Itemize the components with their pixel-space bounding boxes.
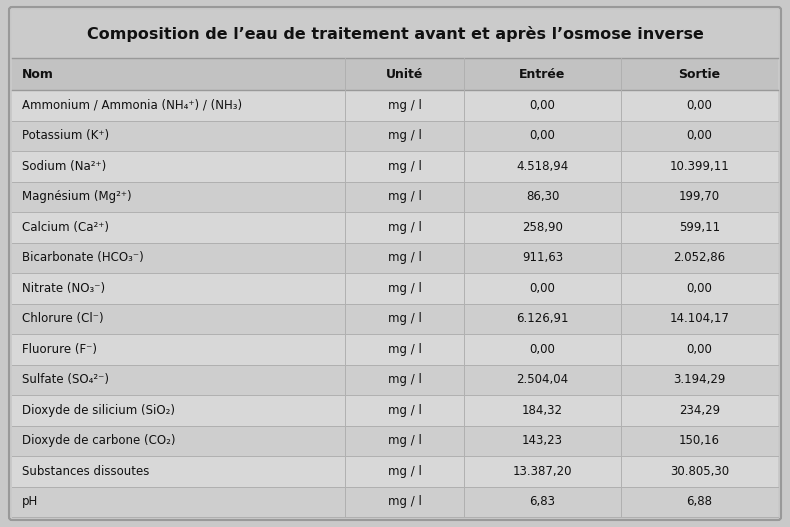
Text: Nitrate (NO₃⁻): Nitrate (NO₃⁻): [22, 282, 105, 295]
Bar: [12, 181, 778, 212]
Text: 6,83: 6,83: [529, 495, 555, 508]
Text: Sortie: Sortie: [679, 67, 720, 81]
Text: Chlorure (Cl⁻): Chlorure (Cl⁻): [22, 313, 103, 325]
Text: 0,00: 0,00: [529, 99, 555, 112]
Text: mg / l: mg / l: [388, 221, 422, 234]
Text: 184,32: 184,32: [522, 404, 563, 417]
Bar: [12, 151, 778, 181]
Text: 0,00: 0,00: [529, 129, 555, 142]
Text: 199,70: 199,70: [679, 190, 720, 203]
Text: 2.052,86: 2.052,86: [673, 251, 725, 264]
Text: 0,00: 0,00: [687, 282, 713, 295]
Text: 0,00: 0,00: [687, 99, 713, 112]
Text: 911,63: 911,63: [522, 251, 563, 264]
FancyBboxPatch shape: [9, 7, 781, 520]
Text: 143,23: 143,23: [522, 434, 563, 447]
Text: Composition de l’eau de traitement avant et après l’osmose inverse: Composition de l’eau de traitement avant…: [87, 26, 703, 42]
Bar: [12, 395, 778, 425]
Text: 0,00: 0,00: [687, 129, 713, 142]
Text: mg / l: mg / l: [388, 434, 422, 447]
Text: Entrée: Entrée: [519, 67, 566, 81]
Text: mg / l: mg / l: [388, 160, 422, 173]
Text: 30.805,30: 30.805,30: [670, 465, 729, 478]
Bar: [12, 425, 778, 456]
Text: 0,00: 0,00: [687, 343, 713, 356]
Bar: [12, 58, 778, 90]
Text: mg / l: mg / l: [388, 99, 422, 112]
Text: Dioxyde de carbone (CO₂): Dioxyde de carbone (CO₂): [22, 434, 175, 447]
Text: Sulfate (SO₄²⁻): Sulfate (SO₄²⁻): [22, 373, 109, 386]
Text: 13.387,20: 13.387,20: [513, 465, 572, 478]
Text: Bicarbonate (HCO₃⁻): Bicarbonate (HCO₃⁻): [22, 251, 144, 264]
Text: mg / l: mg / l: [388, 495, 422, 508]
Text: Nom: Nom: [22, 67, 54, 81]
Text: mg / l: mg / l: [388, 251, 422, 264]
Text: mg / l: mg / l: [388, 282, 422, 295]
Text: Unité: Unité: [386, 67, 423, 81]
Text: 258,90: 258,90: [522, 221, 563, 234]
Text: 14.104,17: 14.104,17: [670, 313, 729, 325]
Bar: [12, 10, 778, 58]
Text: mg / l: mg / l: [388, 465, 422, 478]
Bar: [12, 365, 778, 395]
Bar: [12, 456, 778, 486]
Text: 150,16: 150,16: [679, 434, 720, 447]
Text: Calcium (Ca²⁺): Calcium (Ca²⁺): [22, 221, 109, 234]
Text: Substances dissoutes: Substances dissoutes: [22, 465, 149, 478]
Text: Ammonium / Ammonia (NH₄⁺) / (NH₃): Ammonium / Ammonia (NH₄⁺) / (NH₃): [22, 99, 242, 112]
Text: 2.504,04: 2.504,04: [517, 373, 569, 386]
Text: 4.518,94: 4.518,94: [517, 160, 569, 173]
Text: 6.126,91: 6.126,91: [516, 313, 569, 325]
Text: 234,29: 234,29: [679, 404, 720, 417]
Bar: [12, 304, 778, 334]
Bar: [12, 212, 778, 242]
Text: Fluorure (F⁻): Fluorure (F⁻): [22, 343, 97, 356]
Bar: [12, 334, 778, 365]
Text: mg / l: mg / l: [388, 343, 422, 356]
Bar: [12, 486, 778, 517]
Text: 0,00: 0,00: [529, 282, 555, 295]
Text: Potassium (K⁺): Potassium (K⁺): [22, 129, 109, 142]
Text: mg / l: mg / l: [388, 373, 422, 386]
Text: 3.194,29: 3.194,29: [673, 373, 726, 386]
Text: mg / l: mg / l: [388, 313, 422, 325]
Text: Dioxyde de silicium (SiO₂): Dioxyde de silicium (SiO₂): [22, 404, 175, 417]
Text: 10.399,11: 10.399,11: [670, 160, 729, 173]
Text: mg / l: mg / l: [388, 404, 422, 417]
Text: 86,30: 86,30: [526, 190, 559, 203]
Text: 6,88: 6,88: [687, 495, 713, 508]
Text: pH: pH: [22, 495, 38, 508]
Bar: [12, 273, 778, 304]
Text: 0,00: 0,00: [529, 343, 555, 356]
Bar: [12, 90, 778, 121]
Text: mg / l: mg / l: [388, 129, 422, 142]
Text: Sodium (Na²⁺): Sodium (Na²⁺): [22, 160, 106, 173]
Text: 599,11: 599,11: [679, 221, 720, 234]
Bar: [12, 121, 778, 151]
Text: mg / l: mg / l: [388, 190, 422, 203]
Text: Magnésium (Mg²⁺): Magnésium (Mg²⁺): [22, 190, 132, 203]
Bar: [12, 242, 778, 273]
